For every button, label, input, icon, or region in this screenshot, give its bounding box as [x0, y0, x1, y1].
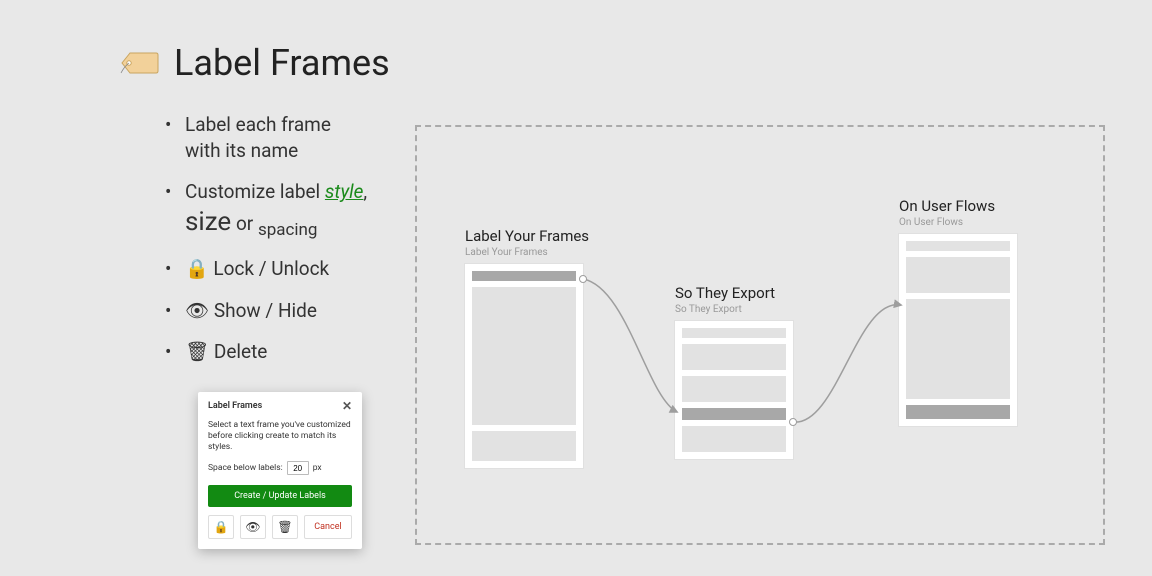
bullet-customize: Customize label style, size or spacing	[165, 179, 415, 240]
connector-dot	[789, 418, 797, 426]
dialog-description: Select a text frame you've customized be…	[208, 420, 352, 453]
trash-icon: 🗑	[277, 520, 292, 534]
delete-button[interactable]: 🗑	[272, 515, 298, 539]
visibility-button[interactable]: 👁	[240, 515, 266, 539]
trash-icon: 🗑	[185, 340, 209, 363]
frame-3-subtitle: On User Flows	[899, 217, 1017, 228]
size-word: size	[185, 207, 231, 237]
connector-dot	[579, 275, 587, 283]
tag-icon	[120, 49, 160, 77]
frame-3-title: On User Flows	[899, 197, 1017, 215]
lock-button[interactable]: 🔒	[208, 515, 234, 539]
create-update-button[interactable]: Create / Update Labels	[208, 485, 352, 507]
frame-2-title: So They Export	[675, 284, 793, 302]
eye-icon: 👁	[185, 299, 209, 322]
bullet-show: 👁 Show / Hide	[165, 298, 415, 324]
space-below-input[interactable]	[287, 461, 309, 475]
bullet-lock: 🔒 Lock / Unlock	[165, 256, 415, 282]
frame-2: So They Export So They Export	[675, 284, 793, 459]
frame-1: Label Your Frames Label Your Frames	[465, 227, 589, 468]
lock-icon: 🔒	[214, 520, 229, 534]
space-unit: px	[313, 463, 322, 473]
frame-1-title: Label Your Frames	[465, 227, 589, 245]
spacing-word: spacing	[258, 220, 318, 240]
bullet-delete: 🗑 Delete	[165, 339, 415, 365]
close-icon[interactable]: ✕	[342, 400, 352, 412]
lock-icon: 🔒	[185, 257, 209, 280]
artboard-canvas: Label Your Frames Label Your Frames So T…	[415, 125, 1105, 545]
cancel-button[interactable]: Cancel	[304, 515, 352, 539]
bullet-label-each: Label each frame with its name	[165, 112, 415, 163]
feature-list: Label each frame with its name Customize…	[165, 112, 415, 381]
space-below-label: Space below labels:	[208, 463, 283, 473]
style-word: style	[325, 180, 364, 203]
dialog-title: Label Frames	[208, 401, 262, 411]
eye-icon: 👁	[245, 520, 260, 534]
frame-2-subtitle: So They Export	[675, 304, 793, 315]
label-frames-dialog: Label Frames ✕ Select a text frame you'v…	[198, 392, 362, 549]
page-title: Label Frames	[174, 42, 390, 84]
frame-1-subtitle: Label Your Frames	[465, 247, 589, 258]
frame-3: On User Flows On User Flows	[899, 197, 1017, 426]
